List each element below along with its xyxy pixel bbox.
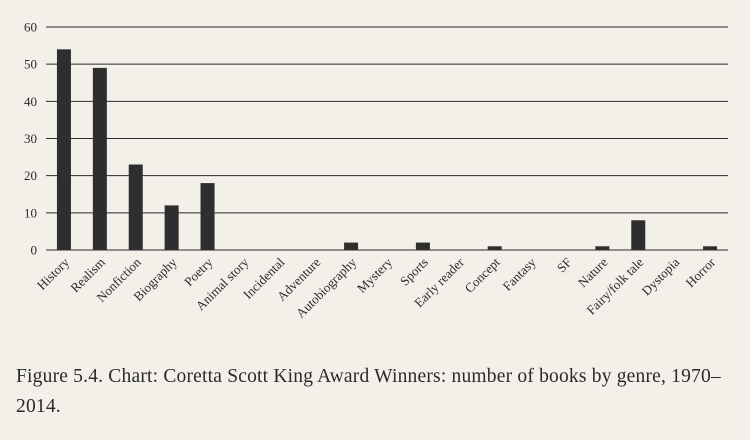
bars [56, 49, 718, 250]
x-category-label: Mystery [354, 254, 396, 296]
x-category-label: History [34, 254, 73, 293]
bar [92, 67, 107, 250]
y-tick-label: 60 [24, 20, 37, 35]
bar [487, 246, 502, 250]
x-category-label: Concept [462, 254, 504, 296]
bar [200, 183, 215, 250]
bar [703, 246, 718, 250]
y-tick-label: 40 [24, 94, 37, 109]
y-tick-label: 30 [24, 131, 37, 146]
x-category-label: Sports [397, 255, 431, 289]
y-tick-label: 0 [31, 243, 38, 258]
x-category-label: Fantasy [499, 254, 539, 294]
gridlines [46, 26, 728, 251]
bar [631, 220, 646, 250]
y-tick-label: 10 [24, 205, 37, 220]
x-category-label: Horror [683, 254, 719, 290]
y-axis-ticks: 0 10 20 30 40 50 60 [24, 20, 37, 258]
bar [344, 242, 359, 250]
x-category-label: SF [554, 255, 575, 276]
y-tick-label: 50 [24, 57, 37, 72]
bar [595, 246, 610, 250]
bar [164, 205, 179, 250]
y-tick-label: 20 [24, 168, 37, 183]
bar [56, 49, 71, 250]
bar [415, 242, 430, 250]
figure-caption: Figure 5.4. Chart: Coretta Scott King Aw… [16, 366, 721, 417]
bar [128, 164, 143, 250]
bar-chart: 0 10 20 30 40 50 60 HistoryRealismNonfictionBi… [24, 20, 728, 321]
x-category-label: Dystopia [638, 254, 682, 298]
